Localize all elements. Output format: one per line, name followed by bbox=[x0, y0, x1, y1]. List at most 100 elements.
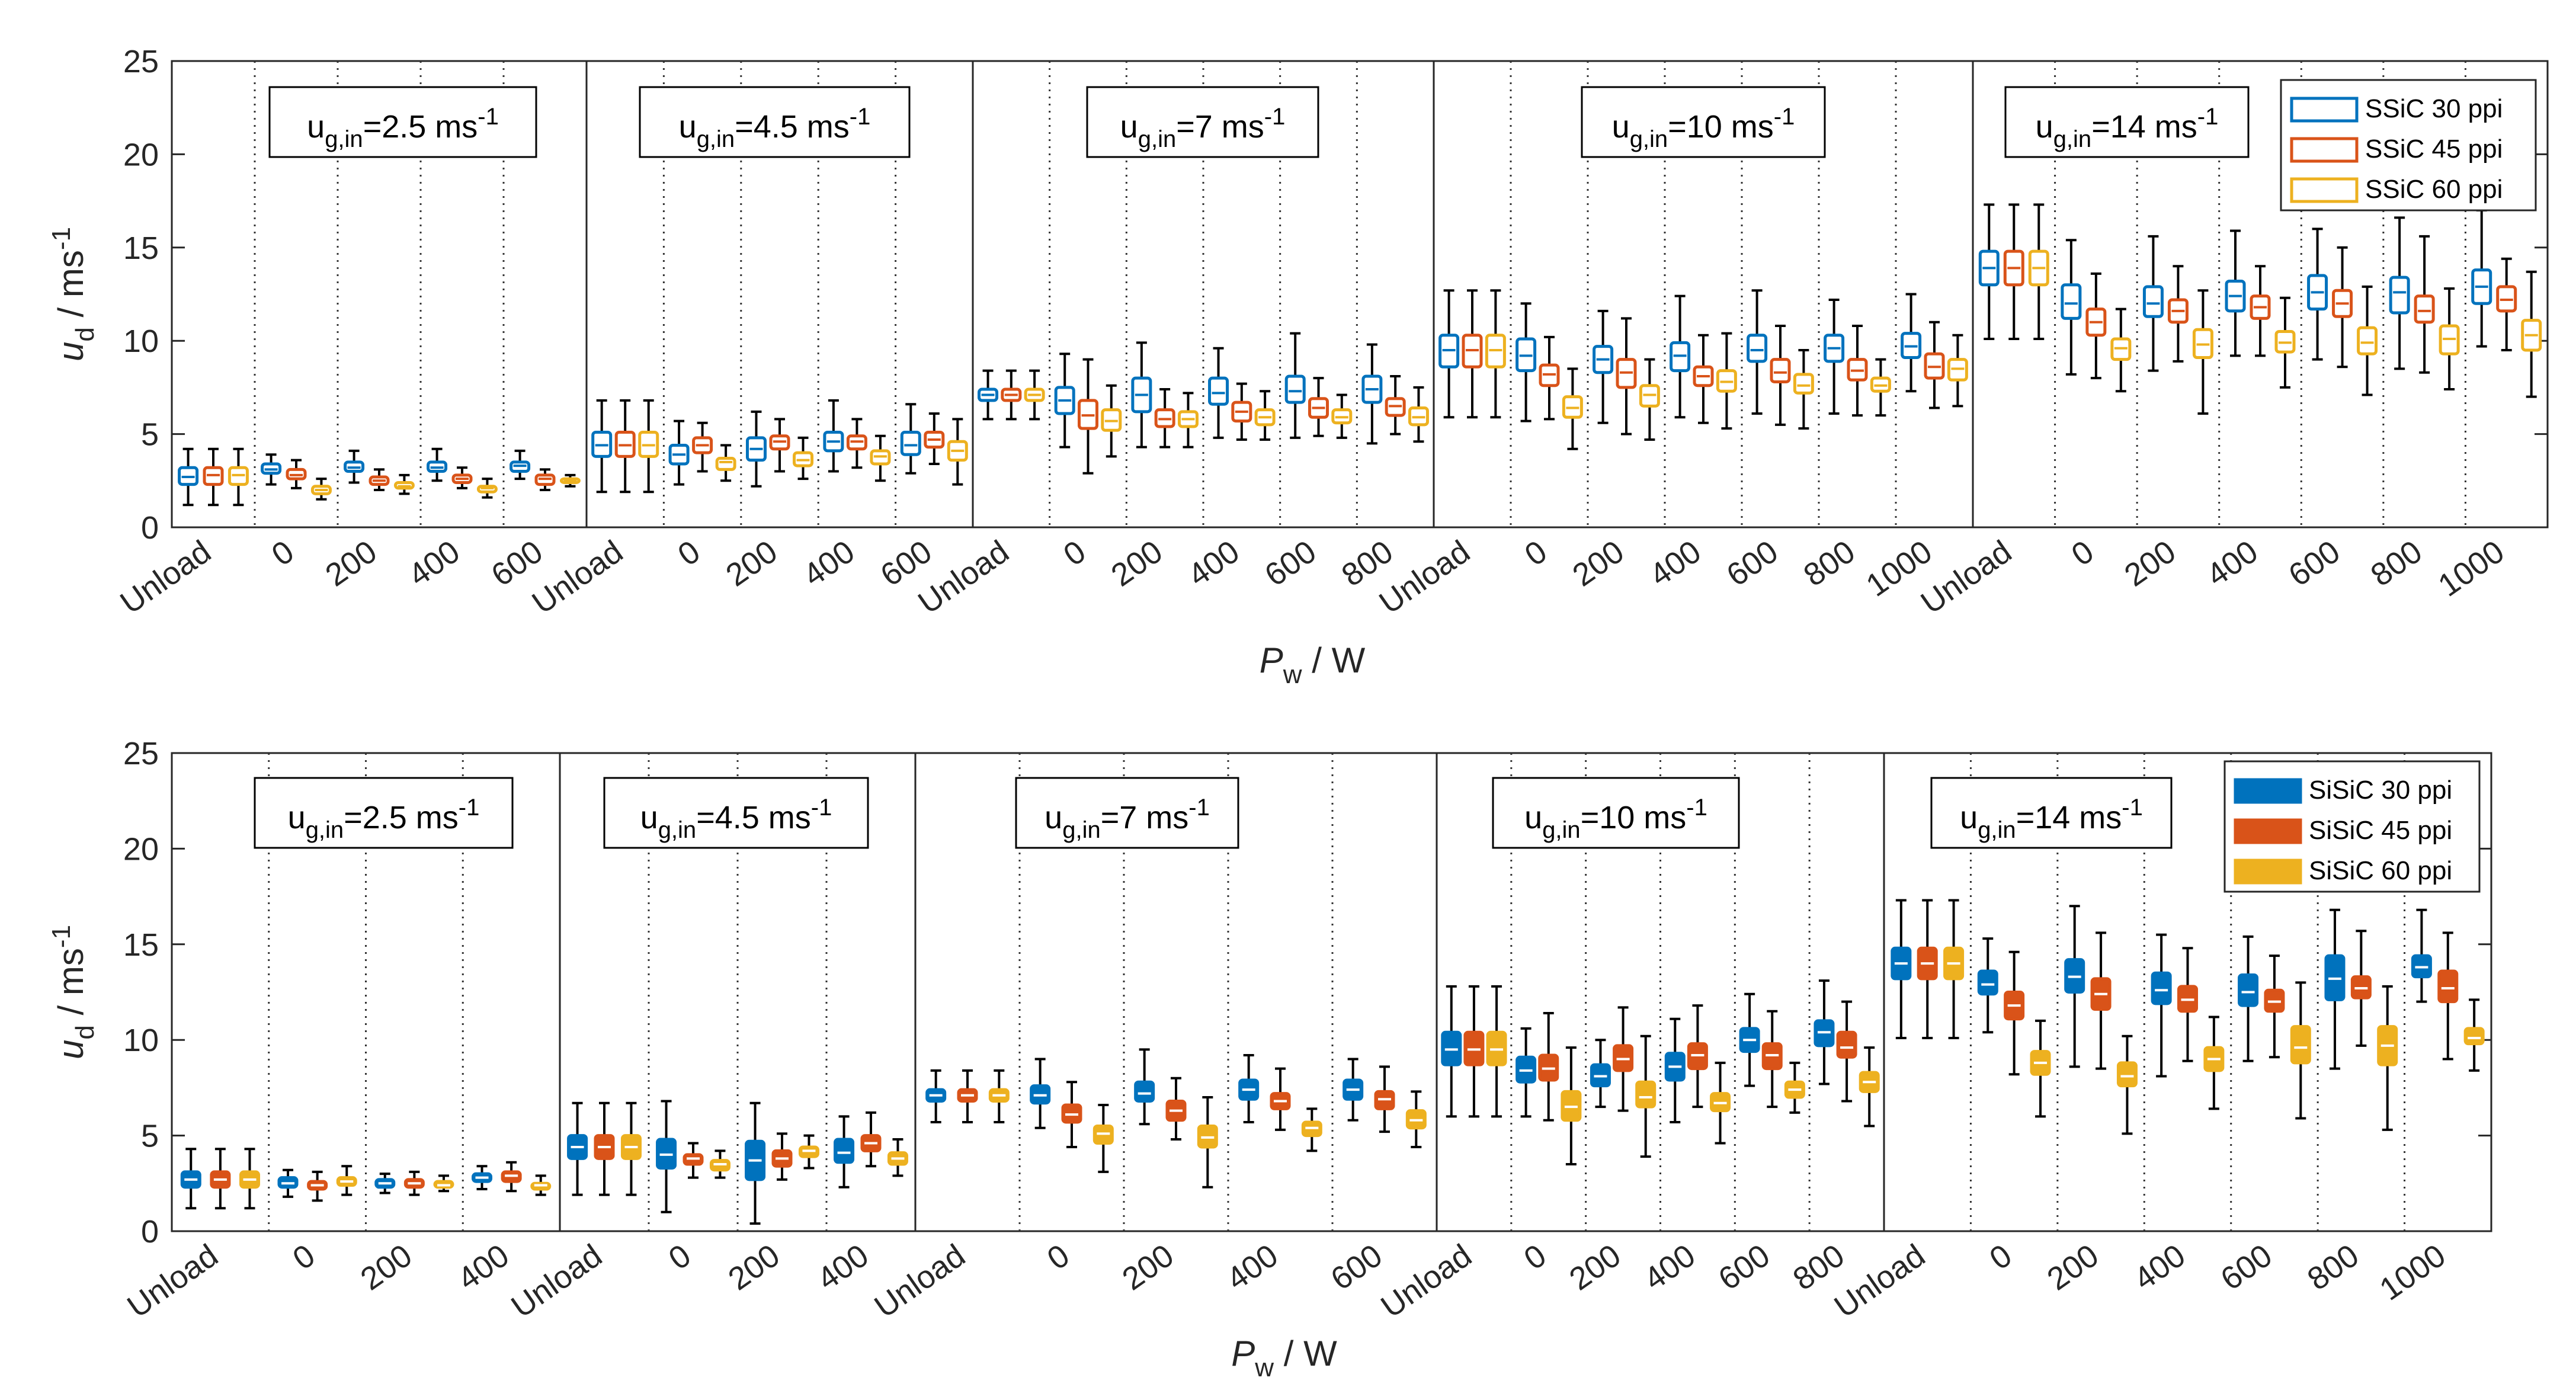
box-ssic-45-ppi bbox=[924, 412, 945, 465]
box-sisic-60-ppi bbox=[2377, 985, 2398, 1131]
box-ssic-60-ppi bbox=[1254, 390, 1276, 441]
box-sisic-60-ppi bbox=[988, 1069, 1010, 1124]
box-ssic-45-ppi bbox=[1616, 317, 1637, 435]
box-ssic-60-ppi bbox=[1177, 392, 1199, 449]
box-sisic-45-ppi bbox=[1613, 1006, 1634, 1112]
gl-main: u bbox=[1612, 109, 1630, 145]
box-sisic-45-ppi bbox=[1374, 1065, 1395, 1133]
box-ssic-60-ppi bbox=[947, 418, 968, 486]
group-label: ug,in=4.5 ms-1 bbox=[603, 777, 869, 849]
box-sisic-60-ppi bbox=[336, 1165, 357, 1196]
box-sisic-60-ppi bbox=[1197, 1096, 1218, 1189]
group-label-frame bbox=[1086, 86, 1319, 158]
x-title-main: P bbox=[1231, 1334, 1255, 1373]
box-ssic-60-ppi bbox=[2439, 287, 2460, 391]
box-ssic-45-ppi bbox=[1462, 289, 1483, 419]
gl-sub: g,in bbox=[697, 126, 735, 152]
box-sisic-30-ppi bbox=[1343, 1058, 1364, 1122]
legend: SiSiC 30 ppi SiSiC 45 ppi SiSiC 60 ppi bbox=[2223, 760, 2481, 893]
box-ssic-30-ppi bbox=[1670, 294, 1691, 419]
group-label-frame bbox=[639, 86, 911, 158]
x-tick-label: 0 bbox=[286, 1238, 321, 1277]
box-ssic-30-ppi bbox=[510, 449, 531, 481]
box-ssic-60-ppi bbox=[2110, 307, 2132, 393]
x-tick-label: Unload bbox=[868, 1238, 972, 1325]
box-ssic-60-ppi bbox=[638, 399, 659, 494]
x-tick-label: 400 bbox=[2200, 534, 2264, 594]
box-ssic-45-ppi bbox=[614, 399, 636, 494]
box-ssic-45-ppi bbox=[1154, 388, 1175, 449]
x-tick-label: 600 bbox=[2282, 534, 2346, 594]
gl-sub: g,in bbox=[1062, 817, 1101, 843]
box-iqr bbox=[2290, 1025, 2311, 1065]
box-ssic-45-ppi bbox=[692, 421, 713, 473]
box-ssic-45-ppi bbox=[2414, 235, 2435, 374]
legend: SSiC 30 ppi SSiC 45 ppi SSiC 60 ppi bbox=[2280, 79, 2537, 212]
gl-main: u bbox=[1960, 800, 1978, 835]
box-ssic-45-ppi bbox=[1385, 375, 1406, 435]
box-sisic-60-ppi bbox=[1943, 899, 1965, 1039]
box-ssic-60-ppi bbox=[1485, 289, 1506, 419]
box-sisic-45-ppi bbox=[1061, 1081, 1082, 1148]
box-sisic-30-ppi bbox=[1590, 1039, 1611, 1109]
x-tick-label: 0 bbox=[1518, 534, 1553, 573]
gl-main: u bbox=[288, 800, 306, 835]
box-iqr bbox=[1134, 1080, 1155, 1103]
gl-exp: -1 bbox=[2122, 795, 2143, 821]
y-axis-title: ud / ms-1 bbox=[47, 227, 100, 361]
box-ssic-30-ppi bbox=[1516, 302, 1537, 422]
y-tick-label: 15 bbox=[123, 230, 159, 266]
x-tick-label: 1000 bbox=[2432, 534, 2511, 604]
box-iqr bbox=[2151, 971, 2172, 1005]
box-ssic-30-ppi bbox=[823, 399, 844, 473]
box-sisic-30-ppi bbox=[374, 1173, 396, 1194]
group-label-text: ug,in=2.5 ms-1 bbox=[307, 104, 499, 152]
group-label: ug,in=2.5 ms-1 bbox=[268, 86, 537, 158]
box-sisic-45-ppi bbox=[1463, 985, 1485, 1118]
gl-exp: -1 bbox=[1188, 795, 1210, 821]
gl-exp: -1 bbox=[459, 795, 480, 821]
box-sisic-30-ppi bbox=[1664, 1017, 1686, 1124]
gl-exp: -1 bbox=[2197, 104, 2219, 130]
y-title-main: u bbox=[51, 342, 91, 361]
box-ssic-45-ppi bbox=[534, 468, 556, 492]
group-label: ug,in=7 ms-1 bbox=[1086, 86, 1319, 158]
box-sisic-45-ppi bbox=[1761, 1010, 1783, 1109]
y-title-sub: d bbox=[71, 327, 100, 341]
box-sisic-30-ppi bbox=[1441, 985, 1462, 1118]
box-sisic-30-ppi bbox=[834, 1115, 855, 1189]
box-sisic-45-ppi bbox=[2264, 954, 2285, 1059]
gl-value: =10 ms bbox=[1668, 109, 1774, 145]
x-tick-label: 0 bbox=[265, 534, 300, 573]
box-ssic-45-ppi bbox=[451, 466, 473, 489]
box-sisic-45-ppi bbox=[594, 1101, 615, 1196]
box-ssic-30-ppi bbox=[1438, 289, 1460, 419]
box-ssic-45-ppi bbox=[769, 418, 790, 473]
gl-value: =2.5 ms bbox=[363, 109, 478, 145]
x-tick-label: Unload bbox=[1373, 534, 1476, 621]
x-tick-label: 200 bbox=[319, 534, 383, 594]
x-axis-title: Pw / W bbox=[1260, 640, 1366, 689]
gl-value: =4.5 ms bbox=[735, 109, 850, 145]
x-tick-label: Unload bbox=[1828, 1238, 1932, 1325]
box-ssic-30-ppi bbox=[427, 447, 448, 482]
box-ssic-60-ppi bbox=[1716, 332, 1737, 430]
legend-swatch bbox=[2290, 177, 2359, 203]
box-sisic-60-ppi bbox=[2203, 1016, 2225, 1110]
box-sisic-60-ppi bbox=[1635, 1034, 1657, 1158]
x-title-unit: / W bbox=[1274, 1334, 1337, 1373]
y-tick-label: 0 bbox=[141, 1214, 159, 1250]
box-sisic-60-ppi bbox=[1710, 1061, 1731, 1145]
x-tick-label: 0 bbox=[1983, 1238, 2018, 1277]
box-ssic-45-ppi bbox=[1924, 321, 1945, 409]
x-tick-label: Unload bbox=[505, 1238, 608, 1325]
box-iqr bbox=[1836, 1030, 1857, 1059]
box-ssic-30-ppi bbox=[1978, 203, 2000, 341]
group-label-text: ug,in=4.5 ms-1 bbox=[640, 795, 832, 843]
box-ssic-45-ppi bbox=[846, 418, 867, 469]
y-tick-label: 20 bbox=[123, 831, 159, 867]
gl-value: =7 ms bbox=[1176, 109, 1264, 145]
gl-sub: g,in bbox=[325, 126, 363, 152]
box-sisic-45-ppi bbox=[1836, 1000, 1857, 1103]
